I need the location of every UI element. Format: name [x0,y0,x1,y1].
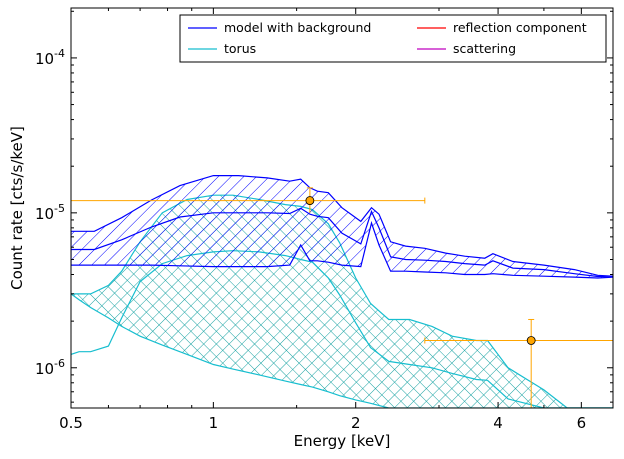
legend: model with background reflection compone… [179,14,607,63]
series-model-upper [71,175,613,277]
plot-area [71,175,613,408]
band-model [71,175,613,278]
series-model-lower [71,220,613,279]
plot-frame [70,7,614,409]
series-model-median [71,207,613,278]
data-point-1 [526,336,536,345]
x-tick-label-3: 4 [493,414,503,432]
y-axis: 10-6 10-5 10-4 [35,10,613,403]
y-axis-label: Count rate [cts/s/keV] [8,126,26,290]
y-tick-label-1: 10-5 [35,202,65,223]
data-points [71,187,613,408]
legend-label-model: model with background [224,20,371,35]
y-tick-label-0: 10-6 [35,357,65,378]
x-axis-label: Energy [keV] [294,432,391,450]
series-torus-median [71,250,613,408]
x-tick-label-2: 2 [351,414,361,432]
legend-label-reflection: reflection component [453,20,587,35]
data-point-0 [305,196,315,205]
legend-label-torus: torus [224,41,256,56]
y-tick-label-2: 10-4 [35,47,65,68]
x-tick-label-4: 6 [577,414,587,432]
series-torus-lower [71,293,613,408]
x-tick-label-0: 0.5 [59,414,83,432]
legend-box [179,14,607,63]
x-tick-label-1: 1 [209,414,219,432]
legend-label-scattering: scattering [453,41,516,56]
